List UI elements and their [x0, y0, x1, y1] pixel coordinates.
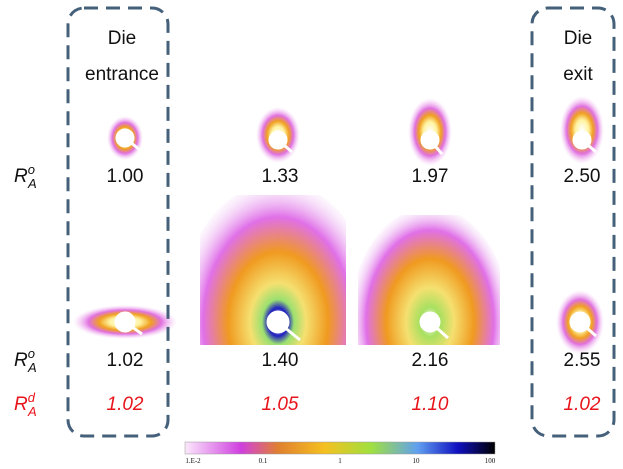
colorbar-label: 1 — [338, 457, 342, 464]
colorbar-label: 100 — [485, 457, 496, 464]
header: Die — [564, 28, 593, 49]
ratio-value: 1.02 — [107, 350, 144, 371]
colorbar-labels: 1.E-2 0.1 1 10 100 — [185, 457, 495, 464]
header: Die — [108, 28, 137, 49]
symbol: R — [14, 394, 28, 415]
symbol: R — [14, 350, 28, 371]
ratio-value: 2.50 — [564, 166, 601, 187]
header: entrance — [85, 64, 159, 85]
ratio-value: 2.16 — [412, 350, 449, 371]
ratio-value: 1.10 — [412, 394, 449, 415]
superscript: o — [28, 162, 35, 177]
subscript: A — [27, 360, 37, 375]
superscript: d — [28, 390, 36, 405]
superscript: o — [28, 346, 35, 361]
colorbar-label: 10 — [413, 457, 421, 464]
colorbar-label: 1.E-2 — [185, 457, 201, 464]
ratio-value: 2.55 — [564, 350, 601, 371]
subscript: A — [27, 404, 37, 419]
ratio-value: 1.33 — [262, 166, 299, 187]
ratio-value: 1.40 — [262, 350, 299, 371]
symbol: R — [14, 166, 28, 187]
ratio-value: 1.00 — [107, 166, 144, 187]
header: exit — [563, 64, 593, 85]
ratio-value: 1.97 — [412, 166, 449, 187]
figure: Die entrance Die exit RoA1.001.331.972.5… — [0, 0, 623, 464]
ratio-value: 1.02 — [107, 394, 144, 415]
ratio-value: 1.02 — [564, 394, 601, 415]
ratio-value: 1.05 — [262, 394, 299, 415]
colorbar — [185, 442, 495, 454]
colorbar-label: 0.1 — [259, 457, 268, 464]
blobs — [73, 96, 604, 462]
subscript: A — [27, 176, 37, 191]
